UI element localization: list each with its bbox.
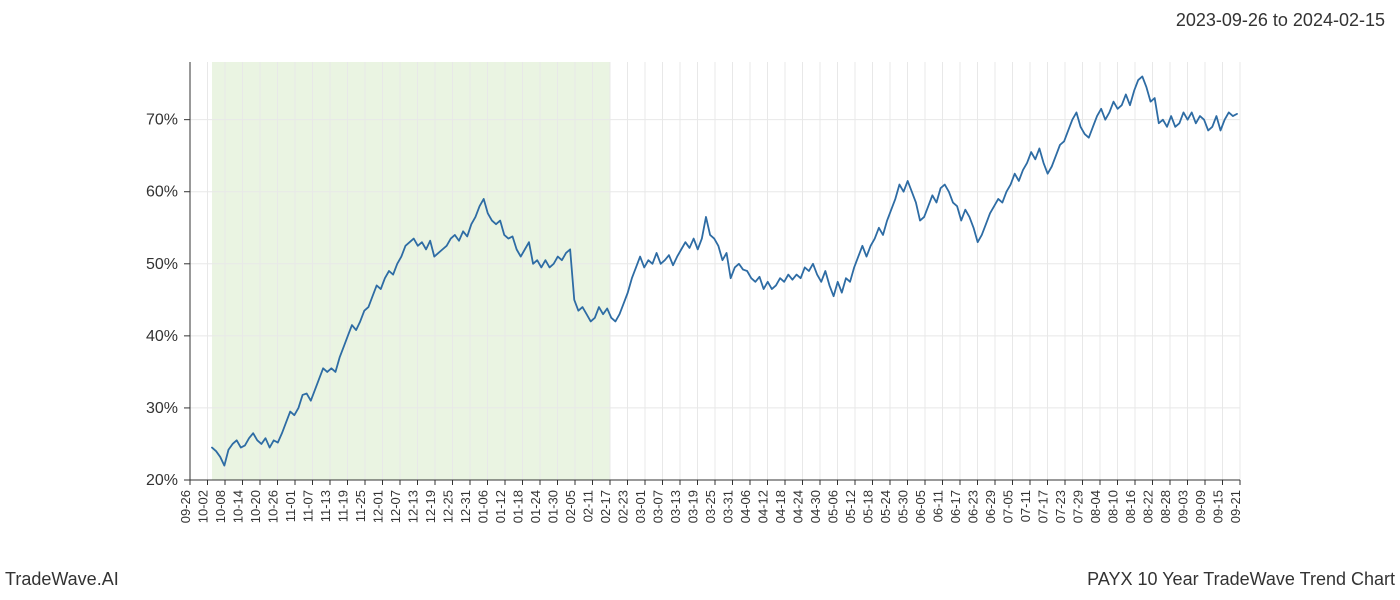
svg-text:02-17: 02-17: [598, 490, 613, 523]
svg-text:30%: 30%: [146, 400, 178, 417]
svg-text:04-06: 04-06: [738, 490, 753, 523]
svg-text:07-29: 07-29: [1071, 490, 1086, 523]
svg-text:11-25: 11-25: [353, 490, 368, 522]
svg-text:02-11: 02-11: [581, 490, 596, 522]
svg-text:50%: 50%: [146, 256, 178, 273]
svg-text:03-19: 03-19: [686, 490, 701, 523]
svg-text:12-13: 12-13: [406, 490, 421, 523]
svg-text:12-31: 12-31: [458, 490, 473, 523]
svg-text:05-18: 05-18: [861, 490, 876, 523]
svg-text:09-09: 09-09: [1193, 490, 1208, 523]
svg-text:06-11: 06-11: [931, 490, 946, 522]
svg-text:01-06: 01-06: [476, 490, 491, 523]
svg-text:09-21: 09-21: [1228, 490, 1243, 523]
svg-text:02-05: 02-05: [563, 490, 578, 523]
svg-text:08-16: 08-16: [1123, 490, 1138, 523]
svg-text:06-23: 06-23: [966, 490, 981, 523]
svg-text:09-15: 09-15: [1211, 490, 1226, 523]
svg-text:40%: 40%: [146, 328, 178, 345]
svg-text:01-18: 01-18: [511, 490, 526, 523]
trend-chart: 20%30%40%50%60%70%09-2610-0210-0810-1410…: [0, 50, 1400, 535]
svg-text:60%: 60%: [146, 184, 178, 201]
svg-text:01-12: 01-12: [493, 490, 508, 523]
svg-text:06-29: 06-29: [983, 490, 998, 523]
svg-text:11-13: 11-13: [318, 490, 333, 522]
svg-text:12-01: 12-01: [371, 490, 386, 523]
svg-text:70%: 70%: [146, 112, 178, 129]
svg-text:06-05: 06-05: [913, 490, 928, 523]
chart-title: PAYX 10 Year TradeWave Trend Chart: [1087, 569, 1395, 590]
svg-text:11-07: 11-07: [301, 490, 316, 522]
svg-text:10-26: 10-26: [266, 490, 281, 523]
svg-text:04-12: 04-12: [756, 490, 771, 523]
svg-text:01-24: 01-24: [528, 490, 543, 523]
svg-text:03-31: 03-31: [721, 490, 736, 523]
svg-text:10-02: 10-02: [196, 490, 211, 523]
svg-text:05-24: 05-24: [878, 490, 893, 523]
date-range-label: 2023-09-26 to 2024-02-15: [1176, 10, 1385, 31]
svg-text:07-11: 07-11: [1018, 490, 1033, 522]
svg-text:08-10: 08-10: [1106, 490, 1121, 523]
svg-text:08-04: 08-04: [1088, 490, 1103, 523]
svg-text:10-20: 10-20: [248, 490, 263, 523]
svg-text:03-13: 03-13: [668, 490, 683, 523]
svg-text:07-23: 07-23: [1053, 490, 1068, 523]
svg-text:11-19: 11-19: [336, 490, 351, 522]
svg-text:01-30: 01-30: [546, 490, 561, 523]
svg-text:07-05: 07-05: [1001, 490, 1016, 523]
svg-text:08-28: 08-28: [1158, 490, 1173, 523]
svg-text:12-25: 12-25: [441, 490, 456, 523]
svg-text:05-30: 05-30: [896, 490, 911, 523]
svg-text:03-07: 03-07: [651, 490, 666, 523]
svg-text:08-22: 08-22: [1141, 490, 1156, 523]
brand-label: TradeWave.AI: [5, 569, 119, 590]
svg-text:06-17: 06-17: [948, 490, 963, 523]
svg-text:20%: 20%: [146, 472, 178, 489]
svg-text:03-25: 03-25: [703, 490, 718, 523]
svg-text:10-08: 10-08: [213, 490, 228, 523]
svg-text:09-03: 09-03: [1176, 490, 1191, 523]
svg-text:02-23: 02-23: [616, 490, 631, 523]
svg-text:11-01: 11-01: [283, 490, 298, 522]
svg-text:04-30: 04-30: [808, 490, 823, 523]
svg-text:09-26: 09-26: [178, 490, 193, 523]
svg-text:12-07: 12-07: [388, 490, 403, 523]
svg-text:12-19: 12-19: [423, 490, 438, 523]
svg-text:04-24: 04-24: [791, 490, 806, 523]
svg-text:07-17: 07-17: [1036, 490, 1051, 523]
svg-text:04-18: 04-18: [773, 490, 788, 523]
svg-text:05-12: 05-12: [843, 490, 858, 523]
svg-text:10-14: 10-14: [231, 490, 246, 523]
svg-text:03-01: 03-01: [633, 490, 648, 523]
svg-text:05-06: 05-06: [826, 490, 841, 523]
